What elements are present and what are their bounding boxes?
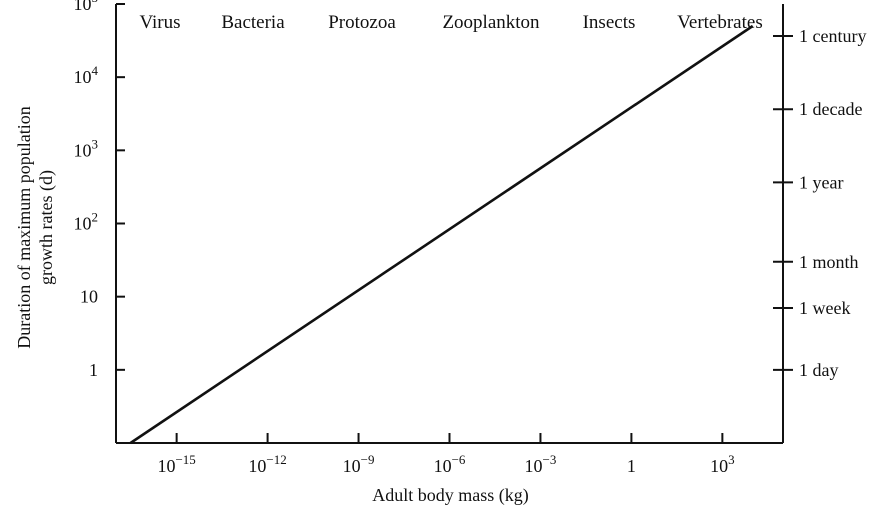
axes bbox=[115, 3, 793, 444]
labels-layer: 10−15 10−12 10−9 10−6 10−3 1 103 1 10 102 103 104 10… bbox=[14, 0, 866, 506]
y-left-tick-label: 10 bbox=[80, 287, 98, 307]
x-tick-label: 10−6 bbox=[434, 452, 466, 476]
category-label-vertebrates: Vertebrates bbox=[677, 12, 762, 33]
y-right-tick-label: 1 week bbox=[799, 298, 850, 318]
x-axis-title: Adult body mass (kg) bbox=[372, 485, 529, 506]
y-axis-title: Duration of maximum population growth rat… bbox=[14, 106, 57, 348]
category-label-virus: Virus bbox=[139, 12, 180, 33]
y-right-tick-label: 1 year bbox=[799, 172, 843, 192]
y-left-tick-label: 102 bbox=[74, 210, 99, 234]
y-right-tick-label: 1 century bbox=[799, 26, 866, 46]
series-line bbox=[129, 24, 754, 445]
category-label-protozoa: Protozoa bbox=[328, 12, 396, 33]
y-left-tick-label: 105 bbox=[74, 0, 99, 14]
y-left-tick-label: 104 bbox=[74, 63, 99, 87]
x-tick-label: 10−15 bbox=[157, 452, 195, 476]
y-right-tick-label: 1 decade bbox=[799, 99, 862, 119]
x-tick-label: 1 bbox=[627, 456, 636, 476]
category-label-zooplankton: Zooplankton bbox=[442, 12, 540, 33]
y-left-tick-label: 1 bbox=[89, 360, 98, 380]
category-label-bacteria: Bacteria bbox=[221, 12, 285, 33]
x-tick-label: 10−3 bbox=[525, 452, 557, 476]
series-layer bbox=[129, 24, 754, 445]
y-right-tick-label: 1 month bbox=[799, 252, 859, 272]
x-tick-label: 10−12 bbox=[248, 452, 286, 476]
x-tick-label: 10−9 bbox=[343, 452, 375, 476]
x-tick-label: 103 bbox=[710, 452, 735, 476]
y-right-tick-label: 1 day bbox=[799, 360, 839, 380]
y-left-tick-label: 103 bbox=[74, 136, 99, 160]
category-label-insects: Insects bbox=[583, 12, 636, 33]
